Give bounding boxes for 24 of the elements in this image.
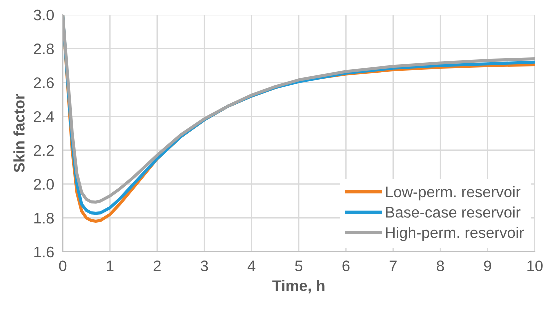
y-tick-label: 2.6 bbox=[34, 78, 54, 88]
y-tick-label: 2.4 bbox=[34, 111, 54, 122]
y-tick-label: 2.8 bbox=[34, 44, 54, 55]
x-axis-title: Time, h bbox=[272, 280, 325, 294]
x-tick-label: 5 bbox=[295, 260, 303, 272]
x-tick-label: 10 bbox=[528, 260, 543, 272]
x-tick-label: 4 bbox=[248, 260, 256, 272]
x-tick-label: 2 bbox=[154, 260, 161, 272]
legend-label: Base-case reservoir bbox=[386, 206, 521, 218]
x-tick-label: 9 bbox=[484, 260, 492, 272]
x-tick-label: 3 bbox=[200, 260, 208, 272]
legend-label: High-perm. reservoir bbox=[386, 227, 524, 242]
x-tick-label: 0 bbox=[59, 260, 67, 272]
x-tick-label: 6 bbox=[342, 260, 350, 272]
y-axis-title: Skin factor bbox=[14, 94, 25, 173]
x-tick-label: 7 bbox=[390, 260, 397, 272]
y-tick-label: 1.8 bbox=[34, 213, 54, 224]
y-tick-label: 2.0 bbox=[34, 179, 54, 190]
x-tick-label: 8 bbox=[437, 260, 444, 272]
y-tick-label: 1.6 bbox=[34, 246, 54, 258]
y-tick-label: 3.0 bbox=[34, 10, 54, 21]
x-tick-label: 1 bbox=[107, 260, 114, 272]
y-tick-label: 2.2 bbox=[34, 145, 54, 156]
legend-label: Low-perm. reservoir bbox=[386, 186, 521, 201]
